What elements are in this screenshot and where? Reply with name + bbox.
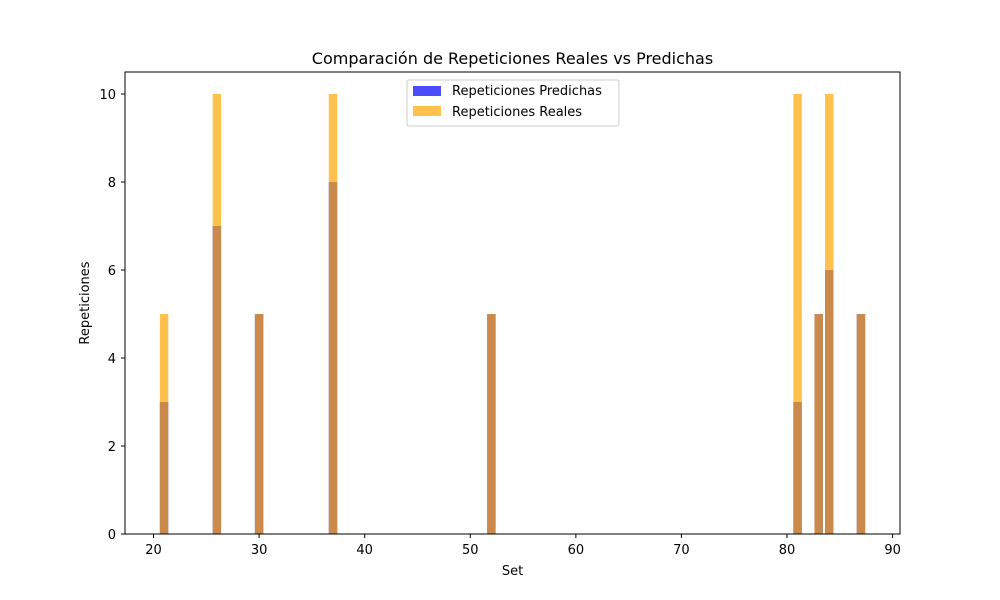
y-tick-label: 2 (108, 440, 116, 455)
bar-reales-set-83 (814, 314, 823, 534)
bar-reales-set-81 (793, 94, 802, 534)
y-axis-ticks: 0 2 4 6 8 10 (99, 88, 125, 543)
x-tick-label: 70 (673, 543, 690, 558)
bar-reales-set-87 (856, 314, 866, 534)
x-tick-label: 90 (884, 543, 901, 558)
legend: Repeticiones Predichas Repeticiones Real… (406, 79, 620, 127)
y-tick-label: 0 (108, 528, 116, 543)
y-tick-label: 8 (108, 176, 116, 191)
x-tick-label: 50 (462, 543, 479, 558)
bars-group (159, 94, 866, 534)
x-tick-label: 40 (356, 543, 373, 558)
legend-box (406, 79, 620, 127)
bar-reales-set-30 (254, 314, 264, 534)
y-tick-label: 10 (99, 88, 116, 103)
x-axis-label: Set (502, 564, 523, 579)
bar-reales-set-37 (328, 94, 338, 534)
x-tick-label: 80 (779, 543, 796, 558)
bar-reales-set-21 (159, 314, 169, 534)
bar-reales-set-52 (487, 314, 496, 534)
legend-swatch-predichas (413, 86, 441, 96)
bar-reales-set-26 (212, 94, 222, 534)
y-axis-label: Repeticiones (78, 261, 93, 344)
bar-reales-set-84 (825, 94, 834, 534)
legend-label-reales: Repeticiones Reales (452, 105, 582, 120)
plot-frame (124, 71, 901, 535)
x-tick-label: 20 (145, 543, 162, 558)
legend-swatch-reales (413, 106, 441, 116)
y-tick-label: 4 (108, 352, 116, 367)
chart-title: Comparación de Repeticiones Reales vs Pr… (312, 49, 713, 68)
legend-label-predichas: Repeticiones Predichas (452, 84, 602, 99)
x-tick-label: 60 (568, 543, 585, 558)
y-tick-label: 6 (108, 264, 116, 279)
x-axis-ticks: 20 30 40 50 60 70 80 90 (145, 534, 901, 558)
x-tick-label: 30 (251, 543, 268, 558)
